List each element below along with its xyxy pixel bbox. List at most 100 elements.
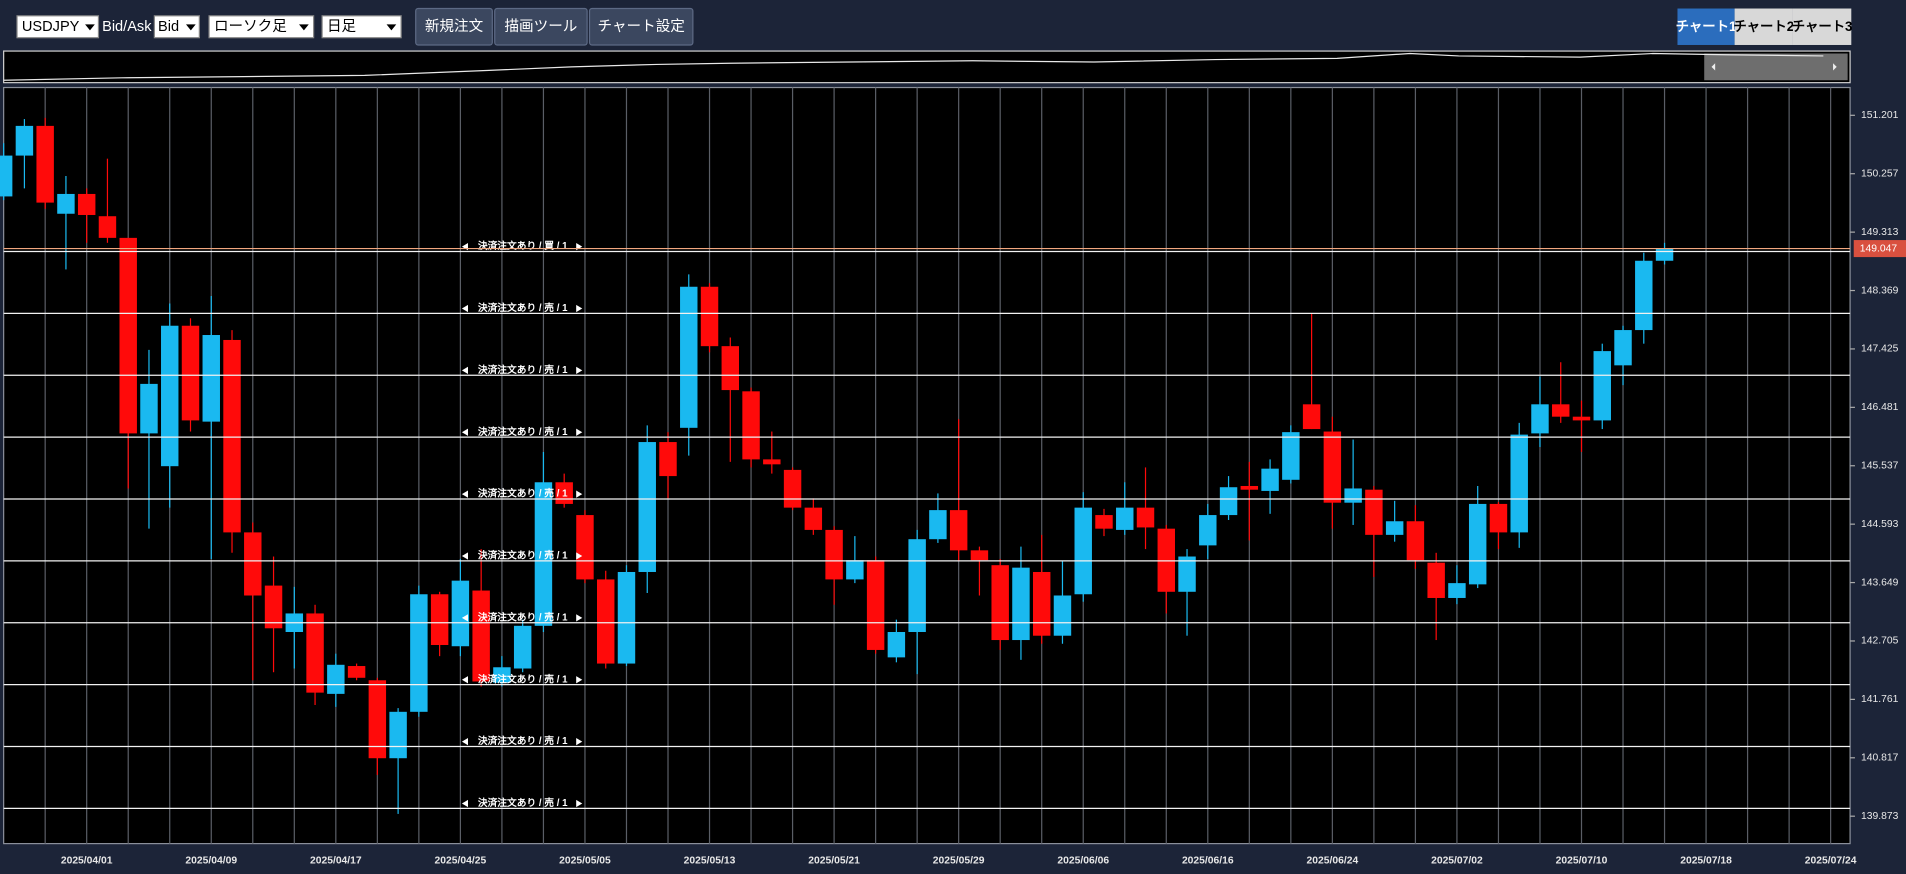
x-tick-label: 2025/07/18 xyxy=(1680,855,1732,866)
order-label: 決済注文あり / 売 / 1 xyxy=(478,734,568,747)
plot-area xyxy=(3,86,1851,845)
candle-body xyxy=(140,383,158,434)
select-box xyxy=(16,15,100,39)
candle-body xyxy=(1448,583,1466,598)
navigator-line xyxy=(3,52,1824,81)
candle-body xyxy=(1116,507,1134,530)
candle-body xyxy=(1053,595,1072,636)
x-tick-label: 2025/05/05 xyxy=(559,855,611,866)
candle-body xyxy=(1531,404,1549,434)
order-arrow-right xyxy=(576,799,583,808)
candle-body xyxy=(763,459,781,465)
candle-body xyxy=(1552,404,1570,417)
chart-settings-button[interactable]: チャート設定 xyxy=(588,7,694,46)
y-tick-label: 149.313 xyxy=(1861,227,1899,238)
select-box xyxy=(321,15,402,39)
order-label: 決済注文あり / 売 / 1 xyxy=(478,672,568,685)
button-text: 新規注文 xyxy=(425,18,484,35)
chart-tab[interactable]: チャート2 xyxy=(1733,8,1794,45)
candle-body xyxy=(389,711,407,759)
chart-tab[interactable]: チャート3 xyxy=(1792,8,1853,45)
order-arrow-left xyxy=(461,737,468,746)
candle-body xyxy=(1012,567,1030,641)
candle-body xyxy=(410,594,428,712)
candle-body xyxy=(98,216,117,238)
button-text: チャート設定 xyxy=(598,18,685,35)
y-tick-label: 150.257 xyxy=(1861,168,1899,179)
order-arrow-right xyxy=(576,304,583,313)
current-price-tag xyxy=(1853,240,1906,258)
order-arrow-right xyxy=(576,490,583,498)
x-tick-label: 2025/07/24 xyxy=(1805,855,1857,866)
x-tick-label: 2025/04/17 xyxy=(310,855,362,866)
order-arrow-left xyxy=(461,799,468,808)
candle-body xyxy=(1199,515,1217,546)
tab-text: チャート3 xyxy=(1792,19,1853,34)
bid-ask-select[interactable]: Bid xyxy=(153,15,200,39)
x-tick-label: 2025/07/02 xyxy=(1431,855,1483,866)
select-text: 日足 xyxy=(327,18,357,35)
candle-body xyxy=(1489,503,1508,533)
candle-body xyxy=(804,507,823,530)
select-arrow xyxy=(386,24,397,31)
candle-body xyxy=(451,580,470,647)
candle-body xyxy=(1178,556,1196,592)
candle-body xyxy=(57,193,75,214)
candle-body xyxy=(77,193,96,215)
candle-body xyxy=(929,510,947,540)
x-tick-label: 2025/04/25 xyxy=(435,855,487,866)
bid-ask-label: Bid/Ask xyxy=(102,19,152,35)
order-arrow-right xyxy=(576,552,583,560)
candle-body xyxy=(1406,521,1425,561)
y-tick-label: 151.201 xyxy=(1861,110,1899,121)
candle-body xyxy=(347,666,366,678)
x-tick-label: 2025/04/01 xyxy=(61,855,113,866)
navigator-window xyxy=(1704,53,1848,81)
order-arrow-right xyxy=(576,737,583,746)
overlay-layer: 決済注文あり / 買 / 1 決済注文あり / 売 / 1 決済注文あり / 売 /… xyxy=(3,239,1851,809)
candle-body xyxy=(825,529,843,580)
y-tick-label: 141.761 xyxy=(1861,694,1899,705)
candle-body xyxy=(1302,404,1321,430)
candle-body xyxy=(1261,468,1279,491)
candle-body xyxy=(1219,487,1238,516)
candle-body xyxy=(742,391,760,460)
chart-tab-active[interactable]: チャート1 xyxy=(1676,8,1737,45)
order-arrow-right xyxy=(576,366,583,375)
candle-body xyxy=(1032,571,1051,636)
y-tick-label: 143.649 xyxy=(1861,577,1899,588)
order-label: 決済注文あり / 売 / 1 xyxy=(478,301,568,314)
drawing-tool-button[interactable]: 描画ツール xyxy=(494,7,588,46)
tab-box xyxy=(1677,8,1735,45)
chart-style-select[interactable]: ローソク足 xyxy=(208,15,315,39)
order-label: 決済注文あり / 売 / 1 xyxy=(478,796,568,809)
candle-body xyxy=(181,325,200,421)
candle-body xyxy=(1095,515,1113,529)
select-text: ローソク足 xyxy=(214,18,287,35)
candle-body xyxy=(327,664,345,694)
order-arrow-right xyxy=(576,614,583,622)
y-tick-label: 146.481 xyxy=(1861,402,1899,413)
candle-body xyxy=(908,539,926,633)
candle-body xyxy=(949,510,968,551)
new-order-button[interactable]: 新規注文 xyxy=(415,7,493,46)
symbol-select[interactable]: USDJPY xyxy=(16,15,100,39)
candle-body xyxy=(1240,485,1259,490)
x-tick-label: 2025/05/29 xyxy=(933,855,985,866)
y-tick-label: 139.873 xyxy=(1861,811,1899,822)
candle-body xyxy=(534,482,553,626)
candle-body xyxy=(617,571,636,664)
select-text: Bid xyxy=(158,19,179,35)
select-text: USDJPY xyxy=(22,19,80,35)
candle-layer xyxy=(0,117,1674,814)
candle-body xyxy=(493,667,511,683)
timeframe-select[interactable]: 日足 xyxy=(321,15,402,39)
candle-body xyxy=(472,590,490,682)
candle-body xyxy=(368,680,387,759)
candle-body xyxy=(597,579,615,664)
candle-body xyxy=(1365,489,1383,535)
candle-body xyxy=(1635,260,1653,331)
candle-body xyxy=(430,594,449,645)
navigator[interactable] xyxy=(3,50,1851,84)
